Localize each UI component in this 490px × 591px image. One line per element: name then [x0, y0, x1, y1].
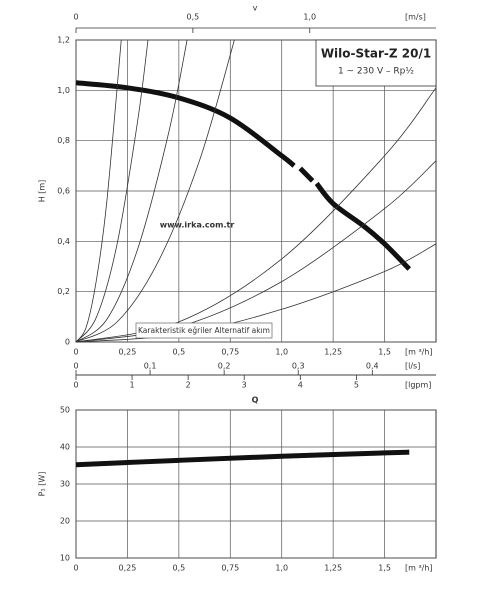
secondary-tick-label: 0,1: [144, 362, 157, 371]
chart-subtitle: 1 ~ 230 V – Rp½: [338, 67, 414, 77]
secondary-axis-unit: [l/s]: [405, 362, 420, 371]
x-tick-label: 0: [73, 564, 78, 573]
curve: [75, 39, 235, 343]
y-tick-label: 1,2: [57, 36, 70, 45]
chart-title: Wilo-Star-Z 20/1: [321, 47, 431, 61]
secondary-tick-label: 0: [73, 381, 78, 390]
x-tick-label: 0,25: [119, 348, 137, 357]
secondary-tick-label: 0,4: [366, 362, 379, 371]
x-tick-label: 1,0: [275, 348, 288, 357]
x-tick-label: 0: [73, 348, 78, 357]
y-tick-label: 20: [60, 517, 70, 526]
curve: [75, 39, 149, 343]
y-tick-label: 1,0: [57, 86, 70, 95]
secondary-tick-label: 0,3: [292, 362, 305, 371]
y-tick-label: 0: [65, 338, 70, 347]
y-tick-label: 10: [60, 554, 70, 563]
secondary-tick-label: 2: [186, 381, 191, 390]
secondary-axis-unit: [m/s]: [405, 13, 426, 22]
secondary-tick-label: 0: [73, 362, 78, 371]
x-tick-label: 1,5: [378, 564, 391, 573]
x-axis-label: [m ³/h]: [405, 564, 433, 573]
curve: [75, 39, 122, 343]
secondary-tick-label: 5: [354, 381, 359, 390]
curve: [75, 243, 437, 343]
x-axis-label: [m ³/h]: [405, 348, 433, 357]
y-axis-label: P₁ [W]: [38, 472, 47, 497]
curve: [75, 449, 410, 468]
y-tick-label: 0,6: [57, 187, 70, 196]
secondary-tick-label: 3: [242, 381, 247, 390]
y-axis-label: H [m]: [38, 180, 47, 203]
secondary-tick-label: 0: [73, 13, 78, 22]
annotation: www.irka.com.tr: [160, 221, 235, 230]
secondary-tick-label: 0,5: [187, 13, 200, 22]
y-tick-label: 0,2: [57, 287, 70, 296]
title-box: [315, 39, 437, 87]
y-tick-label: 30: [60, 480, 70, 489]
y-tick-label: 0,4: [57, 237, 70, 246]
x-tick-label: 0,5: [172, 564, 185, 573]
y-tick-label: 50: [60, 406, 70, 415]
x-tick-label: 1,25: [324, 564, 342, 573]
x-axis-title: Q: [252, 396, 259, 405]
curve: [75, 39, 188, 343]
annotation-box: [135, 322, 273, 339]
secondary-tick-label: 0,2: [218, 362, 231, 371]
y-tick-label: 40: [60, 443, 70, 452]
secondary-axis-title: v: [253, 4, 258, 13]
secondary-tick-label: 4: [298, 381, 303, 390]
annotation: Karakteristik eğriler Alternatif akım: [138, 326, 270, 335]
x-tick-label: 0,75: [221, 564, 239, 573]
x-tick-label: 0,5: [172, 348, 185, 357]
x-tick-label: 1,5: [378, 348, 391, 357]
x-tick-label: 1,0: [275, 564, 288, 573]
y-tick-label: 0,8: [57, 136, 70, 145]
secondary-tick-label: 1: [130, 381, 135, 390]
x-tick-label: 1,25: [324, 348, 342, 357]
x-tick-label: 0,25: [119, 564, 137, 573]
curve: [75, 80, 412, 271]
secondary-tick-label: 1,0: [303, 13, 316, 22]
x-tick-label: 0,75: [221, 348, 239, 357]
secondary-axis-unit: [lgpm]: [405, 381, 431, 390]
